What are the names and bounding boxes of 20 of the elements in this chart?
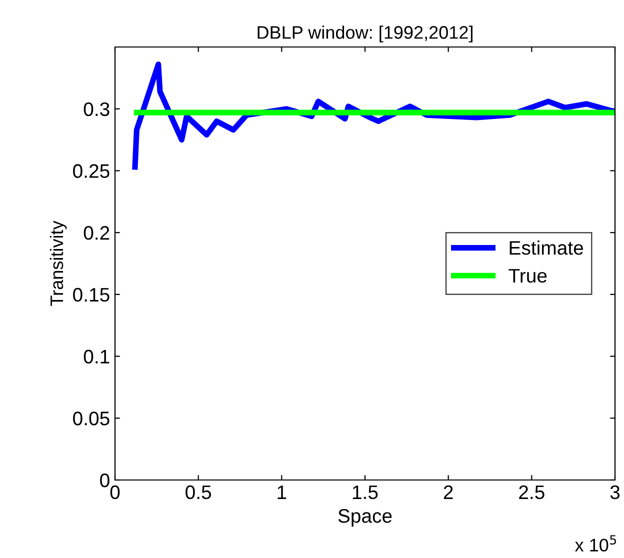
x-tick-label: 0 (110, 485, 120, 500)
x-tick-label: 3 (610, 485, 620, 500)
y-tick-label: 0.05 (73, 412, 110, 426)
y-tick-label: 0.2 (84, 226, 110, 240)
legend-label: Estimate (510, 240, 584, 255)
x-tick-label: 1 (278, 486, 286, 499)
y-axis-title: Transitivity (50, 220, 67, 306)
chart-title: DBLP window: [1992,2012] (258, 26, 472, 42)
y-tick-label: 0.15 (73, 288, 110, 302)
y-tick-label: 0.1 (84, 350, 110, 364)
y-tick-label: 0 (100, 473, 110, 488)
y-tick-label: 0.25 (73, 164, 110, 178)
x-tick-label: 0.5 (186, 485, 212, 500)
y-tick-label: 0.3 (84, 102, 110, 116)
x-tick-label: 1.5 (352, 486, 378, 500)
text: x 10$^{5}$ (574, 535, 616, 552)
x-tick-label: 2.5 (519, 485, 544, 500)
legend-label: True (508, 269, 547, 283)
x-axis-title: Space (338, 509, 392, 527)
x-tick-label: 2 (444, 485, 453, 499)
